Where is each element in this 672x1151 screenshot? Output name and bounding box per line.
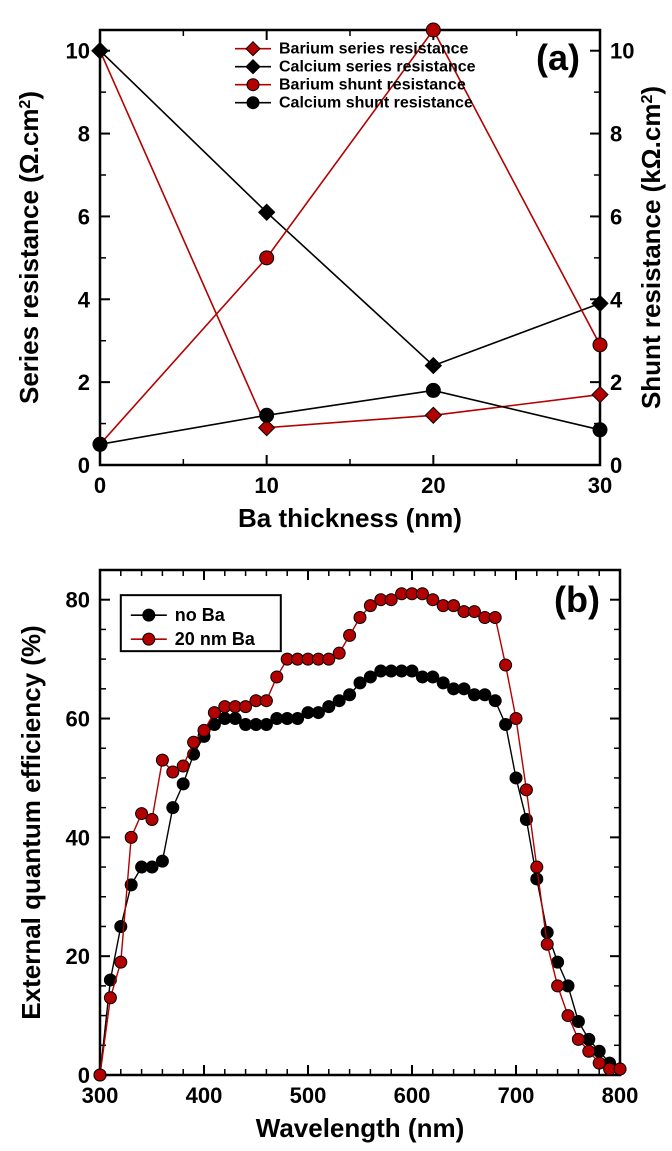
xtick-label: 10 — [254, 473, 278, 498]
figure-svg: 010203002468100246810Ba thickness (nm)Se… — [0, 0, 672, 1151]
series-marker-b — [552, 980, 564, 992]
legend-marker — [246, 60, 260, 74]
series-marker-b — [500, 659, 512, 671]
xtick-label-b: 600 — [394, 1083, 431, 1108]
ytick-right-label: 6 — [610, 204, 622, 229]
figure: 010203002468100246810Ba thickness (nm)Se… — [0, 0, 672, 1151]
xtick-label-b: 700 — [498, 1083, 535, 1108]
series-marker-b — [541, 926, 553, 938]
series-marker-b — [531, 873, 543, 885]
ylabel-right-a: Shunt resistance (kΩ.cm2) — [636, 86, 666, 409]
ytick-right-label: 0 — [610, 453, 622, 478]
xtick-label: 30 — [588, 473, 612, 498]
series-marker-b — [125, 831, 137, 843]
series-marker-b — [510, 713, 522, 725]
series-marker-b — [177, 778, 189, 790]
series-line — [100, 390, 600, 444]
series-marker — [93, 437, 107, 451]
series-marker-b — [271, 671, 283, 683]
ylabel-left-a: Series resistance (Ω.cm2) — [14, 91, 44, 404]
ytick-label-b: 20 — [66, 944, 90, 969]
series-marker-b — [94, 1069, 106, 1081]
series-marker-b — [583, 1045, 595, 1057]
legend-marker-b — [143, 609, 155, 621]
panel-label-a: (a) — [536, 37, 580, 78]
ytick-label-b: 40 — [66, 825, 90, 850]
series-marker-b — [489, 695, 501, 707]
legend-marker — [247, 97, 259, 109]
legend-marker-b — [143, 633, 155, 645]
series-marker-b — [489, 612, 501, 624]
legend-label-b: 20 nm Ba — [175, 629, 256, 649]
xtick-label-b: 400 — [186, 1083, 223, 1108]
series-marker-b — [167, 802, 179, 814]
series-marker — [592, 295, 608, 311]
series-marker-b — [333, 647, 345, 659]
series-marker — [260, 251, 274, 265]
series-marker-b — [344, 689, 356, 701]
xlabel-a: Ba thickness (nm) — [238, 503, 462, 533]
ytick-left-label: 4 — [78, 287, 91, 312]
xtick-label: 20 — [421, 473, 445, 498]
series-marker-b — [344, 629, 356, 641]
ytick-label-b: 80 — [66, 588, 90, 613]
ytick-left-label: 8 — [78, 122, 90, 147]
ytick-left-label: 6 — [78, 204, 90, 229]
series-marker — [426, 383, 440, 397]
series-marker-b — [260, 695, 272, 707]
series-marker-b — [188, 748, 200, 760]
series-line-b — [100, 671, 620, 1075]
series-marker-b — [562, 1010, 574, 1022]
series-marker-b — [188, 736, 200, 748]
panel-label-b: (b) — [554, 579, 600, 620]
ylabel-b: External quantum efficiency (%) — [16, 625, 46, 1019]
panel-b: 300400500600700800020406080Wavelength (n… — [16, 570, 638, 1143]
xtick-label-b: 800 — [602, 1083, 639, 1108]
series-marker — [426, 23, 440, 37]
ytick-left-label: 0 — [78, 453, 90, 478]
series-marker-b — [156, 754, 168, 766]
ytick-label-b: 60 — [66, 707, 90, 732]
legend-label: Barium shunt resistance — [279, 77, 466, 94]
series-marker-b — [104, 992, 116, 1004]
series-marker-b — [115, 956, 127, 968]
series-marker-b — [520, 784, 532, 796]
legend-marker — [247, 79, 259, 91]
panel-a: 010203002468100246810Ba thickness (nm)Se… — [14, 23, 666, 533]
ytick-label-b: 0 — [78, 1063, 90, 1088]
ytick-right-label: 4 — [610, 287, 623, 312]
series-line-b — [100, 594, 620, 1075]
legend-label: Barium series resistance — [279, 41, 469, 58]
legend-label-b: no Ba — [175, 605, 226, 625]
legend-label: Calcium series resistance — [279, 59, 476, 76]
legend-label: Calcium shunt resistance — [279, 95, 473, 112]
series-marker-b — [156, 855, 168, 867]
series-marker-b — [614, 1063, 626, 1075]
series-marker-b — [354, 612, 366, 624]
series-marker-b — [531, 861, 543, 873]
ytick-left-label: 10 — [66, 39, 90, 64]
ytick-right-label: 10 — [610, 39, 634, 64]
ytick-right-label: 2 — [610, 370, 622, 395]
legend-marker — [246, 42, 260, 56]
xlabel-b: Wavelength (nm) — [256, 1113, 464, 1143]
series-marker-b — [146, 814, 158, 826]
xtick-label: 0 — [94, 473, 106, 498]
ytick-right-label: 8 — [610, 122, 622, 147]
xtick-label-b: 500 — [290, 1083, 327, 1108]
series-marker — [425, 407, 441, 423]
series-marker-b — [510, 772, 522, 784]
series-marker — [592, 387, 608, 403]
series-marker-b — [177, 760, 189, 772]
series-marker-b — [541, 938, 553, 950]
series-marker-b — [198, 724, 210, 736]
series-marker-b — [572, 1033, 584, 1045]
ytick-left-label: 2 — [78, 370, 90, 395]
series-marker — [260, 408, 274, 422]
series-marker — [593, 423, 607, 437]
series-marker-b — [115, 920, 127, 932]
series-marker — [593, 338, 607, 352]
